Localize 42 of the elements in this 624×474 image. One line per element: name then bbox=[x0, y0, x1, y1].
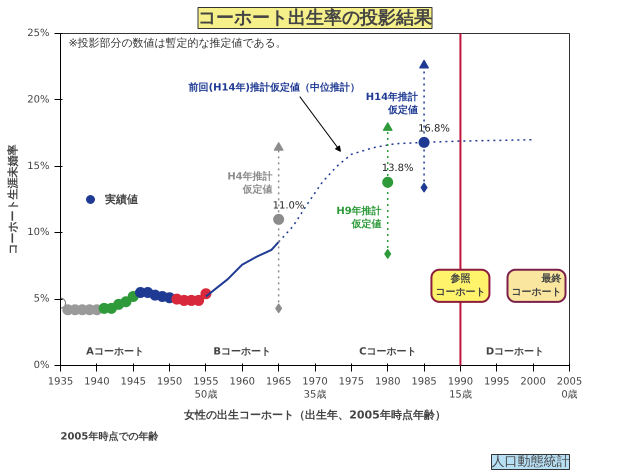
annotation: 前回(H14年)推計仮定値（中位推計） bbox=[188, 81, 360, 94]
x-tick-label: 2005 0歳 bbox=[556, 376, 582, 401]
text: H14年推計仮定値 bbox=[366, 90, 418, 116]
point bbox=[273, 214, 284, 225]
annotation: Cコーホート bbox=[359, 346, 416, 358]
point bbox=[418, 136, 430, 148]
x-tick-label: 1980 bbox=[374, 376, 400, 388]
x-tick-label: 1960 bbox=[230, 376, 256, 388]
ref-line-label: 参照コーホート bbox=[435, 272, 486, 298]
y-tick-label: 10% bbox=[27, 227, 50, 238]
x-tick-label: 1950 bbox=[156, 376, 182, 388]
legend-label: 実績値 bbox=[105, 192, 138, 206]
y-tick-label: 20% bbox=[27, 94, 50, 106]
y-tick-label: 0% bbox=[34, 360, 50, 371]
x-tick-label: 1985 bbox=[411, 376, 437, 388]
annotation: 最終コーホート bbox=[512, 272, 562, 298]
x-tick-label: 1940 bbox=[84, 376, 110, 388]
annotation: Aコーホート bbox=[86, 346, 144, 358]
x-tick-label: 1955 50歳 bbox=[193, 376, 219, 401]
x-tick-label: 1935 bbox=[48, 376, 74, 388]
data-label: 16.8% bbox=[418, 123, 450, 134]
x-tick-label: 2000 bbox=[520, 376, 546, 388]
series-label: H4年推計仮定値 bbox=[227, 170, 273, 196]
x-tick-label: 1990 15歳 bbox=[448, 376, 474, 401]
x-tick-label: 1945 bbox=[120, 376, 146, 388]
point bbox=[382, 176, 394, 188]
x-tick-label: 1975 bbox=[338, 376, 364, 388]
annotation: Dコーホート bbox=[486, 346, 544, 358]
y-tick-label: 25% bbox=[27, 28, 50, 39]
text: 2005年時点での年齢 bbox=[60, 430, 160, 442]
y-tick-label: 15% bbox=[27, 160, 50, 172]
data-label: 13.8% bbox=[382, 163, 414, 174]
y-axis-title: コーホート生涯未婚率 bbox=[6, 144, 20, 254]
x-tick-label: 1970 35歳 bbox=[302, 376, 328, 401]
annotation: Bコーホート bbox=[213, 346, 272, 358]
series-label: H9年推計仮定値 bbox=[336, 204, 382, 230]
x-tick-label: 1965 bbox=[266, 376, 292, 388]
data-label: 11.0% bbox=[272, 200, 304, 212]
annotation: ※投影部分の数値は暫定的な推定値である。 bbox=[68, 36, 287, 50]
y-tick-label: 5% bbox=[34, 294, 50, 305]
x-axis-title: 女性の出生コーホート（出生年、2005年時点年齢） bbox=[183, 408, 446, 422]
x-tick-label: 1995 bbox=[484, 376, 510, 388]
